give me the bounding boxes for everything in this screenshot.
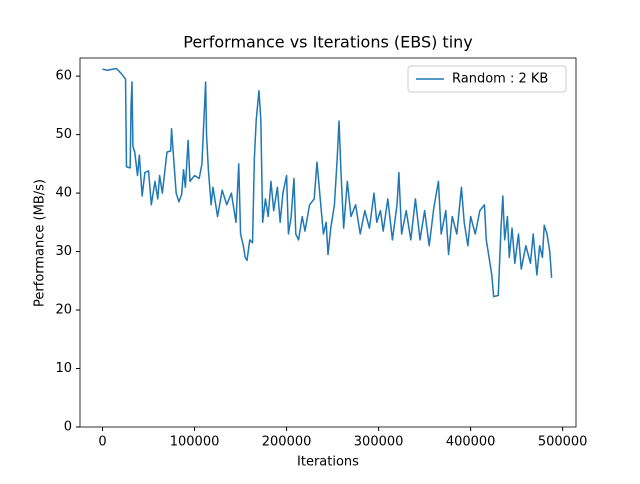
- y-tick-label: 30: [55, 244, 72, 259]
- x-tick-label: 100000: [170, 435, 220, 450]
- x-tick-label: 400000: [446, 435, 496, 450]
- y-tick-label: 20: [55, 303, 72, 318]
- x-tick-label: 300000: [354, 435, 404, 450]
- x-tick-label: 500000: [538, 435, 588, 450]
- y-tick-label: 0: [64, 420, 72, 435]
- legend-box: [407, 65, 567, 93]
- y-axis-label: Performance (MB/s): [33, 179, 48, 307]
- x-tick-label: 0: [98, 435, 106, 450]
- y-tick-label: 40: [55, 186, 72, 201]
- plot-frame: [79, 57, 577, 428]
- x-tick-label: 200000: [262, 435, 312, 450]
- x-axis-label: Iterations: [297, 455, 359, 470]
- y-tick-label: 60: [55, 69, 72, 84]
- chart-title: Performance vs Iterations (EBS) tiny: [183, 33, 473, 52]
- y-tick-label: 10: [55, 361, 72, 376]
- legend-label: Random : 2 KB: [452, 72, 548, 87]
- y-tick-label: 50: [55, 127, 72, 142]
- line: [102, 67, 553, 298]
